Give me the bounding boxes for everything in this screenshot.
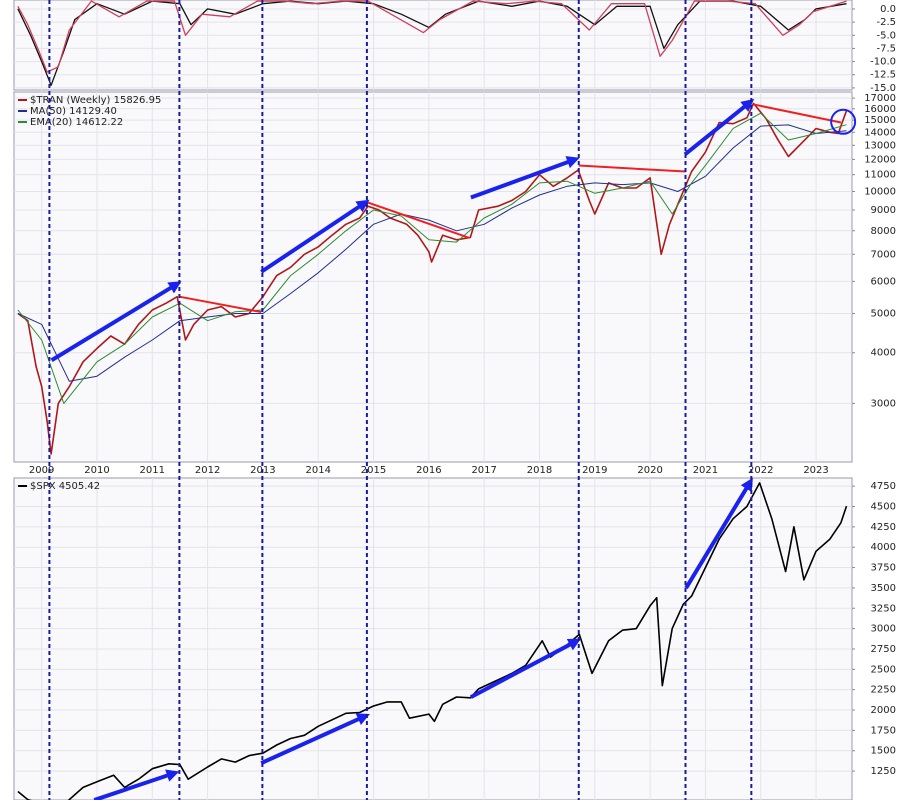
trend-arrow <box>470 156 580 200</box>
legend-label: EMA(20) 14612.22 <box>30 117 123 128</box>
y-tick-label: 12000 <box>864 154 896 165</box>
panel <box>13 477 853 800</box>
y-tick-label: 3000 <box>871 398 896 409</box>
legend-label: $SPX 4505.42 <box>30 481 100 492</box>
y-tick-label: 3750 <box>871 563 896 574</box>
trend-arrow <box>469 638 582 699</box>
y-tick-label: 4000 <box>871 348 896 359</box>
y-tick-label: 1500 <box>871 746 896 757</box>
y-tick-label: 11000 <box>864 170 896 181</box>
trend-arrow <box>260 713 370 765</box>
price-line <box>17 102 848 455</box>
y-tick-label: 4750 <box>871 481 896 492</box>
trend-line <box>753 103 842 124</box>
price-line <box>17 0 847 73</box>
y-tick-label: 2000 <box>871 705 896 716</box>
y-tick-label: 17000 <box>864 93 896 104</box>
y-tick-label: 8000 <box>871 226 896 237</box>
y-tick-label: 15000 <box>864 115 896 126</box>
y-tick-label: 0.0 <box>880 4 896 15</box>
y-tick-label: 4500 <box>871 501 896 512</box>
trend-arrow <box>260 199 370 274</box>
y-tick-label: 16000 <box>864 104 896 115</box>
y-tick-label: 13000 <box>864 140 896 151</box>
y-tick-label: 3000 <box>871 624 896 635</box>
y-tick-label: 14000 <box>864 127 896 138</box>
price-line <box>17 482 848 800</box>
trend-line <box>578 164 686 173</box>
y-tick-label: 10000 <box>864 186 896 197</box>
x-tick-label: 2018 <box>527 465 552 476</box>
panel <box>13 0 853 91</box>
y-tick-label: 2750 <box>871 644 896 655</box>
trend-line <box>179 295 262 314</box>
x-tick-label: 2015 <box>361 465 386 476</box>
y-tick-label: -12.5 <box>870 70 896 81</box>
y-tick-label: 1250 <box>871 766 896 777</box>
highlight-circle <box>830 108 857 135</box>
y-tick-label: 2500 <box>871 664 896 675</box>
y-tick-label: 3500 <box>871 583 896 594</box>
x-tick-label: 2022 <box>748 465 773 476</box>
y-tick-label: 4000 <box>871 542 896 553</box>
x-tick-label: 2009 <box>29 465 54 476</box>
x-tick-label: 2012 <box>195 465 220 476</box>
price-line <box>17 112 847 404</box>
y-tick-label: -7.5 <box>876 43 896 54</box>
x-tick-label: 2021 <box>693 465 718 476</box>
y-tick-label: -10.0 <box>870 57 896 68</box>
x-tick-label: 2020 <box>637 465 662 476</box>
y-tick-label: 6000 <box>871 276 896 287</box>
y-tick-label: 9000 <box>871 205 896 216</box>
trend-arrow <box>50 281 182 362</box>
y-tick-label: 1750 <box>871 725 896 736</box>
y-tick-label: 4250 <box>871 522 896 533</box>
y-tick-label: 7000 <box>871 249 896 260</box>
x-tick-label: 2016 <box>416 465 441 476</box>
y-tick-label: 3250 <box>871 603 896 614</box>
x-tick-label: 2017 <box>471 465 496 476</box>
x-tick-label: 2023 <box>803 465 828 476</box>
y-tick-label: -2.5 <box>876 17 896 28</box>
x-tick-label: 2011 <box>140 465 165 476</box>
trend-arrow <box>684 478 753 590</box>
trend-line <box>366 201 470 239</box>
y-tick-label: 2250 <box>871 685 896 696</box>
trend-arrow <box>683 98 755 156</box>
price-line <box>17 124 847 382</box>
legend-label: MA(50) 14129.40 <box>30 106 117 117</box>
x-tick-label: 2019 <box>582 465 607 476</box>
x-tick-label: 2010 <box>84 465 109 476</box>
y-tick-label: -5.0 <box>876 30 896 41</box>
y-tick-label: 5000 <box>871 308 896 319</box>
y-tick-label: -15.0 <box>870 83 896 94</box>
panel <box>13 91 853 463</box>
legend-label: $TRAN (Weekly) 15826.95 <box>30 95 161 106</box>
trend-arrow <box>93 769 180 800</box>
x-tick-label: 2014 <box>305 465 330 476</box>
